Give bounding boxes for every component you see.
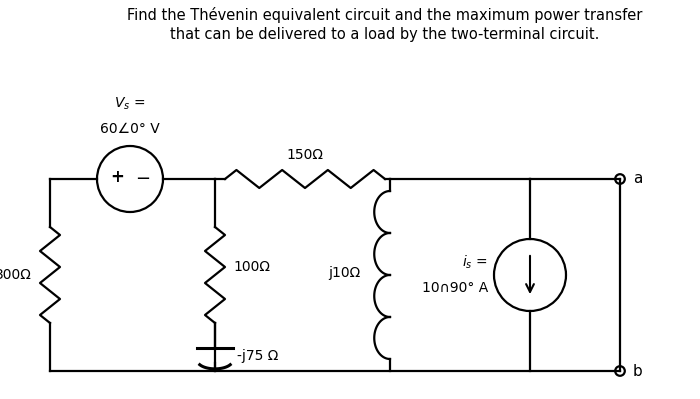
Text: Find the Thévenin equivalent circuit and the maximum power transfer: Find the Thévenin equivalent circuit and… [127,7,643,23]
Text: +: + [110,168,124,186]
Text: j10Ω: j10Ω [328,266,360,280]
Text: $V_s$ =: $V_s$ = [114,96,146,112]
Text: that can be delivered to a load by the two-terminal circuit.: that can be delivered to a load by the t… [170,27,600,42]
Text: -j75 Ω: -j75 Ω [237,349,279,363]
Text: 300Ω: 300Ω [0,268,32,282]
Text: −: − [135,170,150,188]
Text: a: a [633,172,643,186]
Text: 100Ω: 100Ω [233,260,270,274]
Text: 10∩90° A: 10∩90° A [421,281,488,295]
Text: $i_s$ =: $i_s$ = [462,253,488,271]
Text: 60∠0° V: 60∠0° V [100,122,160,136]
Text: b: b [633,363,643,379]
Text: 150Ω: 150Ω [286,148,323,162]
